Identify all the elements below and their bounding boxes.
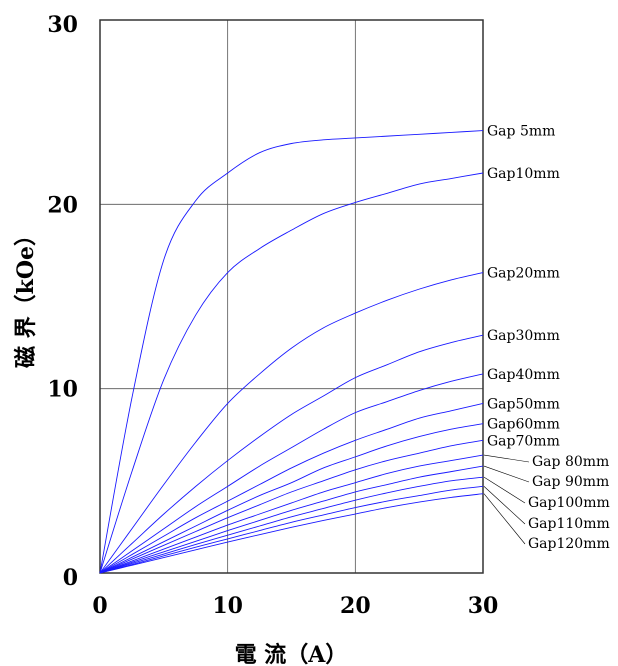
y-tick-label: 20 (47, 192, 78, 218)
series-label: Gap50mm (487, 396, 560, 412)
plot-frame (99, 19, 484, 574)
label-leader-lines (483, 454, 530, 545)
series-line (99, 485, 484, 574)
x-tick-labels: 0 10 20 30 (92, 593, 498, 619)
series-line (99, 476, 484, 574)
series-line (99, 130, 484, 574)
series-label: Gap120mm (528, 536, 610, 552)
series-line (99, 402, 484, 574)
series-label: Gap 90mm (532, 474, 609, 490)
series-line (99, 439, 484, 574)
series-line (99, 373, 484, 574)
label-leader-line (483, 454, 530, 463)
series-label: Gap10mm (487, 166, 560, 182)
x-tick-label: 10 (212, 593, 243, 619)
series-label: Gap70mm (487, 433, 560, 449)
series-label: Gap30mm (487, 328, 560, 344)
series-label: Gap110mm (528, 516, 610, 532)
x-tick-label: 30 (468, 593, 499, 619)
series-label: Gap20mm (487, 266, 560, 282)
y-tick-label: 10 (47, 377, 78, 403)
y-axis-title: 磁 界（kOe） (13, 224, 39, 368)
grid-lines (100, 20, 483, 573)
series-label: Gap 5mm (487, 124, 555, 140)
label-leader-line (483, 476, 526, 504)
series-label: Gap60mm (487, 417, 560, 433)
label-leader-line (483, 465, 530, 483)
series-line (99, 334, 484, 574)
series-line (99, 423, 484, 574)
x-tick-label: 20 (340, 593, 371, 619)
series-line (99, 272, 484, 574)
series-line (99, 493, 484, 574)
y-tick-label: 30 (47, 12, 78, 38)
x-tick-label: 0 (92, 593, 107, 619)
label-leader-line (483, 493, 526, 545)
series-label: Gap 80mm (532, 454, 609, 470)
series-label: Gap100mm (528, 495, 610, 511)
label-leader-line (483, 486, 526, 525)
series-lines (99, 130, 484, 574)
series-line (99, 172, 484, 574)
y-tick-labels: 0 10 20 30 (47, 12, 78, 591)
series-labels: Gap 5mm Gap10mm Gap20mm Gap30mm Gap40mm Gap50… (487, 124, 610, 552)
series-line (99, 454, 484, 574)
series-label: Gap40mm (487, 367, 560, 383)
x-axis-title: 電 流（A） (235, 642, 348, 666)
series-line (99, 465, 484, 574)
y-tick-label: 0 (63, 565, 78, 591)
